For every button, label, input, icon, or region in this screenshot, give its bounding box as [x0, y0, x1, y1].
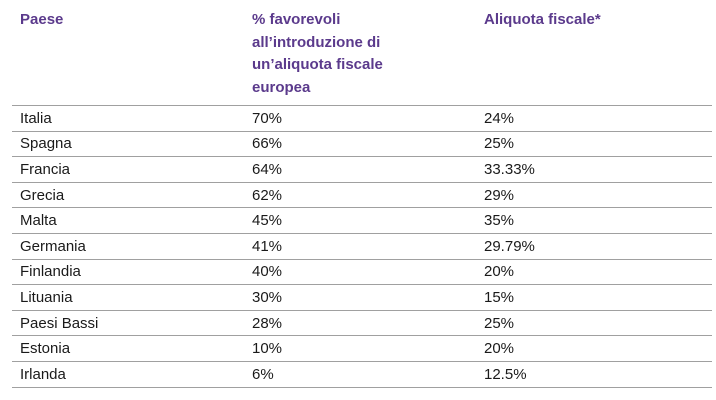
cell-tax-rate: 25% [484, 135, 515, 153]
tax-table: Paese % favorevoli all’introduzione di u… [12, 0, 712, 388]
table-row: Spagna 66% 25% [12, 132, 712, 158]
cell-tax-rate: 25% [484, 314, 515, 332]
table-row: Grecia 62% 29% [12, 183, 712, 209]
cell-country: Irlanda [20, 365, 66, 383]
header-country: Paese [20, 11, 64, 28]
cell-favorable: 40% [252, 263, 283, 281]
cell-country: Germania [20, 237, 86, 255]
cell-favorable: 30% [252, 288, 283, 306]
cell-tax-rate: 33.33% [484, 160, 535, 178]
table-row: Germania 41% 29.79% [12, 234, 712, 260]
cell-tax-rate: 24% [484, 109, 515, 127]
cell-favorable: 10% [252, 340, 283, 358]
cell-country: Malta [20, 212, 57, 230]
header-favorable: % favorevoli all’introduzione di un’aliq… [252, 11, 383, 96]
table-row: Malta 45% 35% [12, 208, 712, 234]
cell-country: Italia [20, 109, 52, 127]
cell-tax-rate: 20% [484, 263, 515, 281]
cell-country: Spagna [20, 135, 72, 153]
table-row: Finlandia 40% 20% [12, 260, 712, 286]
cell-favorable: 6% [252, 365, 274, 383]
table-row: Francia 64% 33.33% [12, 157, 712, 183]
cell-tax-rate: 12.5% [484, 365, 527, 383]
table-row: Irlanda 6% 12.5% [12, 362, 712, 388]
cell-country: Lituania [20, 288, 73, 306]
cell-favorable: 28% [252, 314, 283, 332]
cell-tax-rate: 29% [484, 186, 515, 204]
table-row: Italia 70% 24% [12, 106, 712, 132]
header-tax-rate: Aliquota fiscale* [484, 11, 601, 28]
cell-country: Paesi Bassi [20, 314, 99, 332]
cell-favorable: 70% [252, 109, 283, 127]
cell-favorable: 45% [252, 212, 283, 230]
cell-country: Estonia [20, 340, 71, 358]
cell-country: Grecia [20, 186, 65, 204]
table-row: Lituania 30% 15% [12, 285, 712, 311]
cell-tax-rate: 20% [484, 340, 515, 358]
cell-tax-rate: 35% [484, 212, 515, 230]
table-header-row: Paese % favorevoli all’introduzione di u… [12, 9, 712, 106]
cell-country: Finlandia [20, 263, 81, 281]
cell-tax-rate: 15% [484, 288, 515, 306]
cell-favorable: 41% [252, 237, 283, 255]
table-row: Estonia 10% 20% [12, 336, 712, 362]
cell-favorable: 62% [252, 186, 283, 204]
table-row: Paesi Bassi 28% 25% [12, 311, 712, 337]
cell-tax-rate: 29.79% [484, 237, 535, 255]
table-body: Italia 70% 24% Spagna 66% 25% Francia 64% 33.33%… [12, 106, 712, 388]
cell-favorable: 66% [252, 135, 283, 153]
cell-favorable: 64% [252, 160, 283, 178]
cell-country: Francia [20, 160, 71, 178]
